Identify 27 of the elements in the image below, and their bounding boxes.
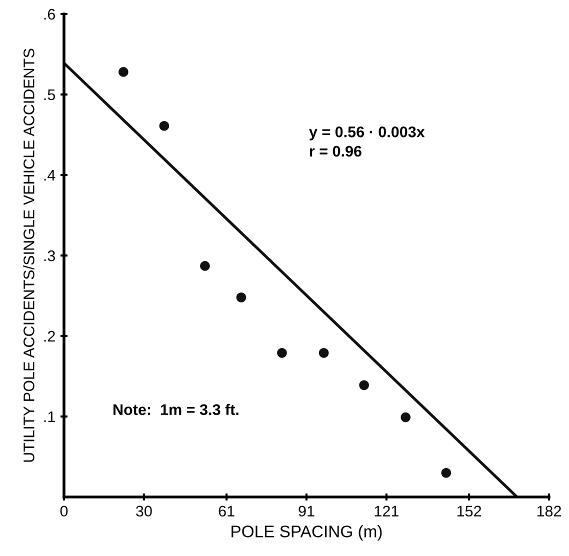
point [318, 348, 329, 358]
x-tick-label: 182 [537, 506, 561, 517]
y-tick-label: .3 [44, 250, 55, 262]
annotation: r = 0.96 [310, 146, 362, 157]
point [400, 412, 411, 422]
annotation: y = 0.56 · 0.003x [309, 126, 425, 140]
point [359, 380, 369, 390]
y-tick-label: .5 [44, 90, 56, 100]
y-tick-label: .2 [44, 330, 55, 342]
point [200, 261, 210, 271]
point [118, 67, 128, 77]
x-tick-label: 0 [60, 506, 68, 517]
y-axis-title: UTILITY POLE ACCIDENTS/SINGLE VEHICLE ACCIDENTS [23, 48, 34, 462]
x-tick-label: 121 [374, 506, 398, 516]
x-tick-label: 152 [457, 506, 482, 517]
point [159, 120, 170, 131]
y-tick-label: .4 [44, 170, 56, 181]
y-tick-label: .6 [44, 8, 55, 20]
x-axis-title: POLE SPACING (m) [232, 525, 382, 541]
point [277, 348, 287, 358]
point [236, 292, 246, 302]
annotation: Note: 1m = 3.3 ft. [114, 404, 238, 416]
point [441, 468, 452, 478]
y-tick-label: .1 [44, 412, 55, 422]
x-tick-label: 30 [136, 506, 152, 517]
x-tick-label: 91 [298, 506, 314, 517]
x-tick-label: 61 [218, 506, 234, 517]
